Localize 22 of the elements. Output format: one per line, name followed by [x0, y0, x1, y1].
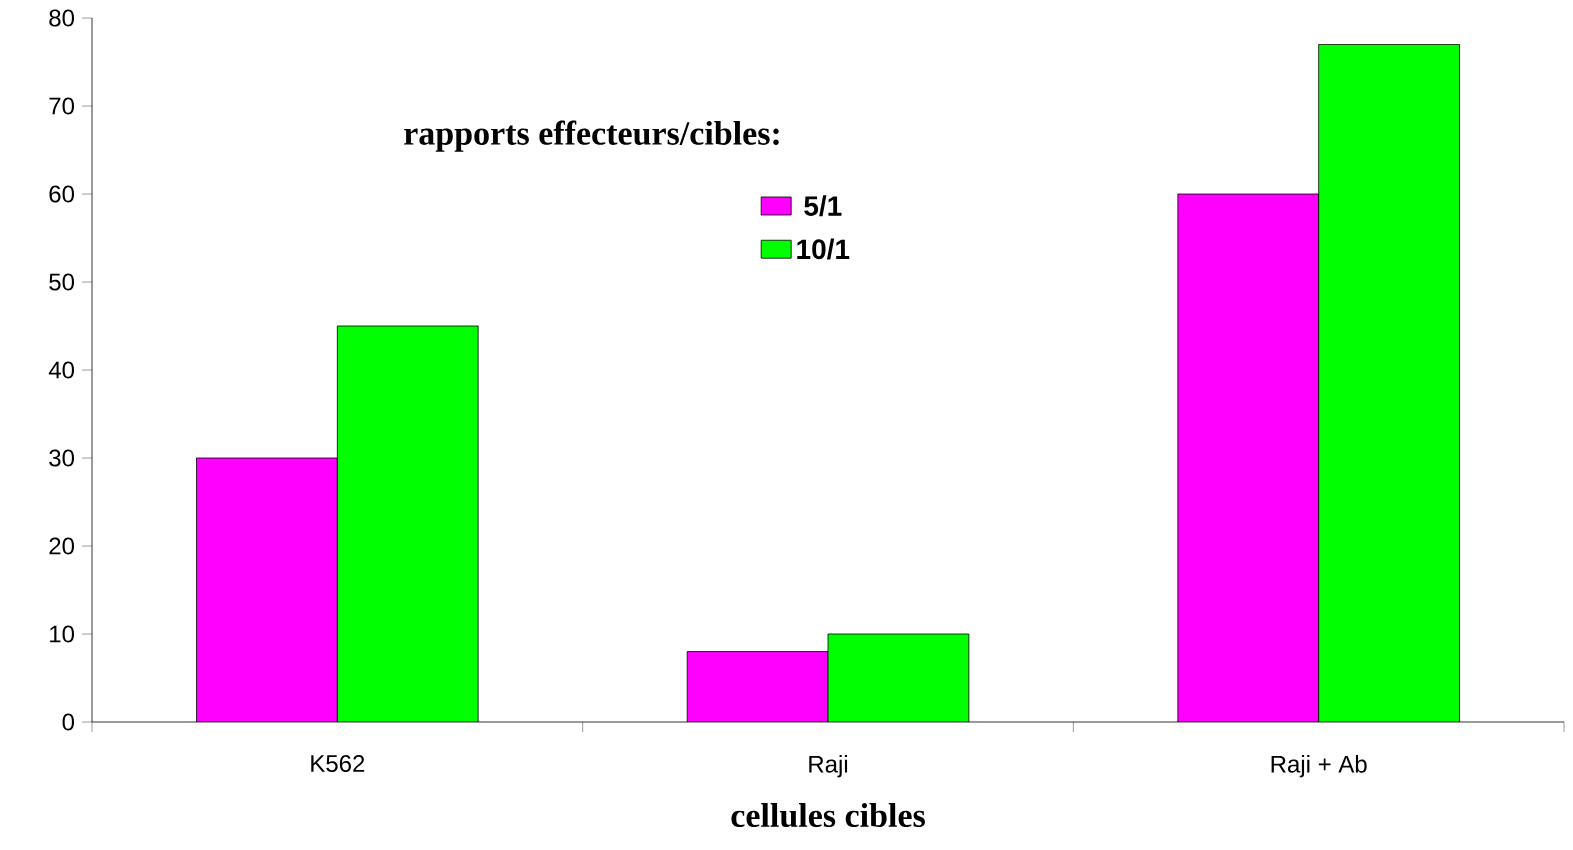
bar [196, 458, 338, 722]
y-tick-label: 60 [49, 185, 75, 203]
y-tick-label: 10 [50, 625, 75, 643]
bar [687, 651, 829, 722]
legend-label: 10/1 [797, 238, 850, 260]
legend-title: rapports effecteurs/cibles: [404, 120, 779, 152]
x-tick-label: K562 [311, 755, 365, 773]
x-axis-title: cellules cibles [731, 803, 925, 828]
y-tick-label: 40 [48, 361, 75, 379]
y-tick-label: 30 [49, 449, 75, 467]
bar [1177, 193, 1320, 722]
y-tick-label: 0 [62, 713, 75, 731]
y-tick-label: 50 [49, 273, 75, 291]
y-tick-label: 20 [49, 537, 75, 555]
y-tick-label: 80 [49, 9, 75, 27]
x-tick-label: Raji [809, 755, 848, 778]
y-tick-label: 70 [49, 97, 75, 115]
x-tick-label: Raji + Ab [1271, 755, 1367, 778]
bar [337, 326, 479, 722]
bar [828, 634, 969, 722]
legend-label: 5/1 [804, 195, 842, 217]
bar [1318, 44, 1460, 722]
